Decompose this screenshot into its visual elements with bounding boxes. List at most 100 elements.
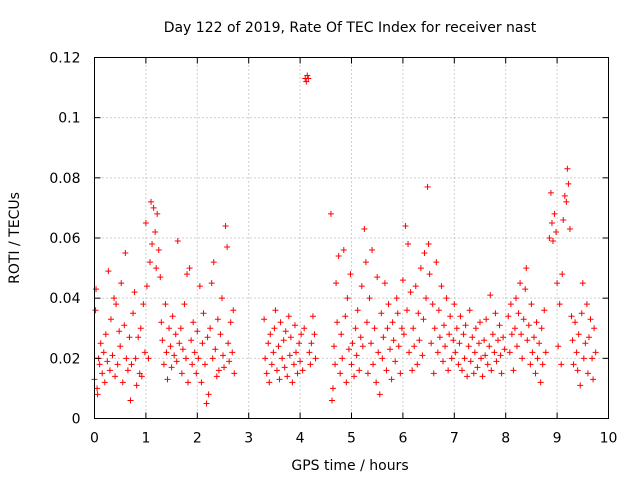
data-point — [160, 361, 167, 368]
x-axis-label: GPS time / hours — [291, 458, 408, 474]
data-point — [291, 322, 298, 329]
data-point — [116, 328, 123, 335]
data-point — [436, 334, 443, 341]
data-point — [445, 367, 452, 374]
y-tick-label: 0.12 — [49, 51, 80, 67]
data-point — [179, 346, 186, 353]
data-point — [394, 310, 401, 317]
x-tick-label: 3 — [244, 431, 253, 447]
data-point — [417, 265, 424, 272]
data-point — [184, 271, 191, 278]
data-point — [357, 334, 364, 341]
x-tick-label: 1 — [141, 431, 150, 447]
data-point — [277, 319, 284, 326]
data-point — [461, 355, 468, 362]
data-point — [303, 78, 310, 85]
data-point — [406, 349, 413, 356]
data-point — [215, 367, 222, 374]
data-point — [462, 322, 469, 329]
y-tick-label: 0.08 — [49, 171, 80, 187]
data-point — [301, 325, 308, 332]
data-point — [370, 361, 377, 368]
x-tick-label: 8 — [501, 431, 510, 447]
data-point — [285, 313, 292, 320]
data-point — [309, 313, 316, 320]
y-tick-labels: 0 0.02 0.04 0.06 0.08 0.1 0.12 — [49, 51, 80, 428]
data-point — [100, 349, 107, 356]
data-point — [446, 331, 453, 338]
data-point — [273, 367, 280, 374]
data-point — [94, 385, 101, 392]
y-tick-label: 0.04 — [49, 291, 80, 307]
data-point — [353, 352, 360, 359]
data-point — [564, 165, 571, 172]
data-point — [119, 379, 126, 386]
data-point — [297, 358, 304, 365]
data-point — [541, 307, 548, 314]
data-point — [455, 361, 462, 368]
data-point — [171, 352, 178, 359]
data-point — [345, 346, 352, 353]
data-point — [261, 316, 268, 323]
data-point — [199, 340, 206, 347]
data-point — [558, 361, 565, 368]
data-point — [578, 310, 585, 317]
data-point — [457, 313, 464, 320]
data-point — [546, 235, 553, 241]
data-point — [348, 361, 355, 368]
data-point — [185, 379, 192, 386]
data-point — [210, 259, 217, 266]
data-point — [585, 334, 592, 341]
data-point — [371, 325, 378, 332]
data-point — [208, 280, 215, 287]
data-point — [589, 355, 596, 362]
data-point — [190, 319, 197, 326]
data-point — [448, 355, 455, 362]
data-point — [466, 307, 473, 314]
data-point — [282, 328, 289, 335]
data-point — [584, 370, 591, 377]
data-point — [534, 355, 541, 362]
data-point — [492, 310, 499, 317]
chart-title: Day 122 of 2019, Rate Of TEC Index for r… — [164, 20, 537, 36]
data-point — [122, 250, 129, 257]
data-point — [472, 325, 479, 332]
y-tick-label: 0.06 — [49, 231, 80, 247]
y-axis-label: ROTI / TECUs — [7, 192, 23, 284]
y-tick-label: 0.02 — [49, 351, 80, 367]
x-tick-label: 10 — [600, 431, 618, 447]
data-point — [132, 355, 139, 362]
data-point — [111, 295, 118, 302]
data-point — [193, 370, 200, 377]
data-point — [389, 319, 396, 326]
data-points — [91, 72, 599, 407]
data-point — [344, 295, 351, 302]
data-point — [565, 180, 572, 187]
data-point — [488, 367, 495, 374]
data-point — [397, 370, 404, 377]
data-point — [114, 361, 121, 368]
data-point — [587, 316, 594, 323]
data-point — [498, 370, 505, 377]
data-point — [149, 241, 156, 248]
data-point — [275, 343, 282, 350]
data-point — [202, 361, 209, 368]
data-point — [93, 286, 100, 293]
data-point — [142, 219, 149, 226]
data-point — [207, 325, 214, 332]
data-point — [518, 331, 525, 338]
data-point — [311, 331, 318, 338]
data-point — [465, 343, 472, 350]
data-point — [456, 340, 463, 347]
data-point — [469, 334, 476, 341]
data-point — [147, 259, 154, 266]
data-point — [230, 307, 237, 314]
data-point — [226, 358, 233, 365]
data-point — [148, 198, 155, 205]
data-point — [517, 280, 524, 287]
data-point — [152, 228, 159, 235]
data-point — [204, 334, 211, 341]
data-point — [407, 289, 414, 296]
data-point — [304, 72, 311, 79]
data-point — [429, 301, 436, 308]
